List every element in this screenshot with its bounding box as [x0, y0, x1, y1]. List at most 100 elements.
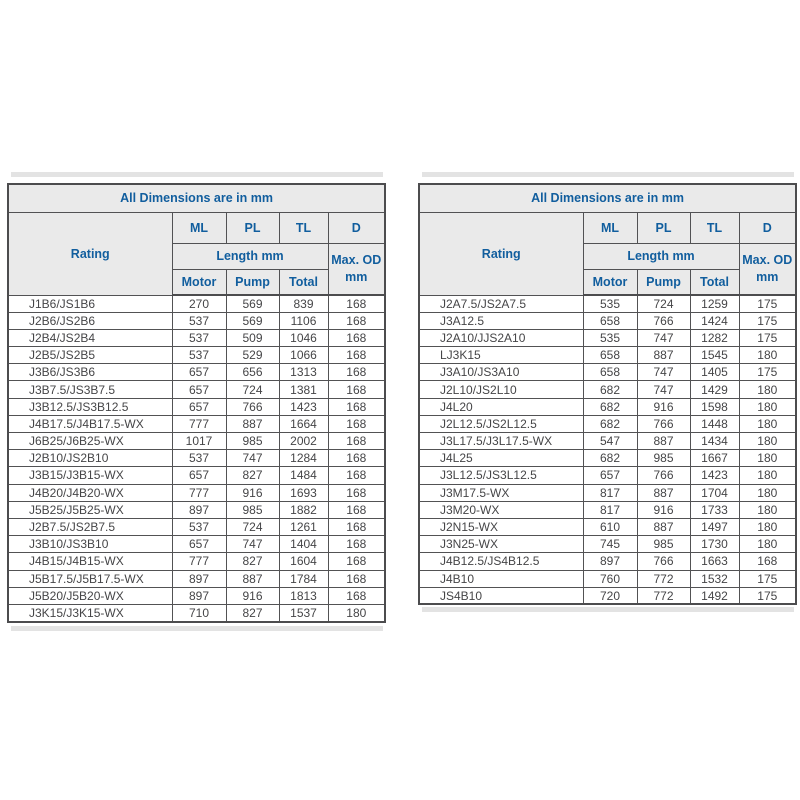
table-row: J3A12.5 658 766 1424 175	[418, 311, 797, 330]
rating-cell: J3K15/J3K15-WX	[7, 603, 173, 623]
total-length-cell: 1284	[278, 449, 329, 468]
motor-length-cell: 537	[171, 311, 227, 330]
max-od-cell: 175	[738, 569, 797, 588]
rating-cell: J4B17.5/J4B17.5-WX	[7, 414, 173, 434]
ml-header: ML	[582, 211, 638, 244]
total-length-cell: 1423	[278, 397, 329, 416]
total-length-cell: 1404	[278, 535, 329, 554]
rating-cell: J3B10/JS3B10	[7, 535, 173, 554]
pump-length-cell: 887	[225, 569, 280, 588]
sub-headers-row: Motor Pump Total	[419, 268, 796, 296]
pump-length-cell: 766	[225, 397, 280, 416]
max-od-cell: 180	[738, 449, 797, 468]
total-length-cell: 1598	[689, 397, 740, 416]
max-od-cell: 168	[327, 466, 386, 485]
table-row: J3K15/J3K15-WX 710 827 1537 180	[7, 603, 386, 623]
table-row: J4L20 682 916 1598 180	[418, 397, 797, 416]
motor-length-cell: 270	[171, 294, 227, 313]
max-od-cell: 168	[327, 483, 386, 502]
total-length-cell: 1313	[278, 363, 329, 382]
total-length-cell: 1046	[278, 328, 329, 348]
max-od-cell: 168	[327, 535, 386, 554]
motor-length-cell: 537	[171, 449, 227, 468]
rating-cell: J2L12.5/JS2L12.5	[418, 414, 584, 434]
rating-cell: J4B10	[418, 569, 584, 588]
motor-length-cell: 777	[171, 483, 227, 502]
table-top-shadow	[422, 172, 794, 177]
motor-length-cell: 537	[171, 328, 227, 348]
max-od-cell: 180	[327, 603, 386, 623]
rating-cell: J1B6/JS1B6	[7, 294, 173, 313]
rating-cell: J4B15/J4B15-WX	[7, 552, 173, 571]
total-length-cell: 1424	[689, 311, 740, 330]
pump-length-cell: 887	[636, 346, 691, 365]
table-row: J3L12.5/JS3L12.5 657 766 1423 180	[418, 466, 797, 485]
pump-length-cell: 827	[225, 603, 280, 623]
max-od-cell: 168	[327, 449, 386, 468]
rating-cell: J3B7.5/JS3B7.5	[7, 380, 173, 399]
rating-cell: J2B6/JS2B6	[7, 311, 173, 330]
dimensions-table-left: All Dimensions are in mm Rating ML PL TL…	[7, 183, 387, 623]
pump-length-cell: 985	[225, 431, 280, 451]
max-od-cell: 180	[738, 414, 797, 434]
motor-length-cell: 657	[171, 397, 227, 416]
max-od-cell: 175	[738, 586, 797, 605]
table-row: J3B6/JS3B6 657 656 1313 168	[7, 363, 386, 382]
pump-length-cell: 772	[636, 586, 691, 605]
pump-length-cell: 747	[225, 449, 280, 468]
table-row: J3M17.5-WX 817 887 1704 180	[418, 483, 797, 502]
motor-length-cell: 817	[582, 483, 638, 502]
table-row: JS4B10 720 772 1492 175	[418, 586, 797, 605]
total-length-cell: 1492	[689, 586, 740, 605]
motor-length-cell: 897	[582, 552, 638, 571]
pump-length-cell: 724	[636, 294, 691, 313]
pump-length-cell: 916	[636, 500, 691, 519]
max-od-cell: 180	[738, 380, 797, 399]
max-od-cell: 168	[327, 311, 386, 330]
table-row: J3B7.5/JS3B7.5 657 724 1381 168	[7, 380, 386, 399]
table-row: J2A7.5/JS2A7.5 535 724 1259 175	[418, 294, 797, 313]
motor-length-cell: 537	[171, 346, 227, 365]
rating-cell: J2B10/JS2B10	[7, 449, 173, 468]
total-length-cell: 1106	[278, 311, 329, 330]
rating-cell: J4L25	[418, 449, 584, 468]
rating-cell: J6B25/J6B25-WX	[7, 431, 173, 451]
total-length-cell: 1693	[278, 483, 329, 502]
rating-header: Rating	[418, 211, 584, 296]
rating-cell: J4B20/J4B20-WX	[7, 483, 173, 502]
ml-header: ML	[171, 211, 227, 244]
rating-cell: J3M17.5-WX	[418, 483, 584, 502]
total-length-cell: 1663	[689, 552, 740, 571]
pump-length-cell: 985	[636, 535, 691, 554]
total-length-cell: 1604	[278, 552, 329, 571]
d-header: D	[738, 211, 797, 244]
max-od-cell: 180	[738, 483, 797, 502]
table-row: J3B10/JS3B10 657 747 1404 168	[7, 535, 386, 554]
rating-cell: J3L12.5/JS3L12.5	[418, 466, 584, 485]
motor-length-cell: 547	[582, 431, 638, 451]
rating-cell: J2B5/JS2B5	[7, 346, 173, 365]
max-od-cell: 168	[738, 552, 797, 571]
motor-length-cell: 535	[582, 328, 638, 348]
table-title: All Dimensions are in mm	[7, 183, 386, 213]
max-od-cell: 168	[327, 431, 386, 451]
table-bottom-shadow	[11, 626, 383, 631]
pump-header: Pump	[636, 268, 691, 296]
table-title-row: All Dimensions are in mm	[418, 183, 797, 213]
max-od-cell: 168	[327, 328, 386, 348]
max-od-cell: 175	[738, 294, 797, 313]
table-row: J4B12.5/JS4B12.5 897 766 1663 168	[418, 552, 797, 571]
table-row: J5B25/J5B25-WX 897 985 1882 168	[7, 500, 386, 519]
table-body: J2A7.5/JS2A7.5 535 724 1259 175 J3A12.5 658 766…	[418, 294, 797, 605]
total-length-cell: 1497	[689, 517, 740, 537]
motor-length-cell: 817	[582, 500, 638, 519]
max-od-cell: 180	[738, 466, 797, 485]
rating-header: Rating	[7, 211, 173, 296]
motor-length-cell: 658	[582, 346, 638, 365]
max-od-cell: 180	[738, 500, 797, 519]
total-length-cell: 1448	[689, 414, 740, 434]
max-od-cell: 168	[327, 500, 386, 519]
pump-header: Pump	[225, 268, 280, 296]
rating-cell: J2B7.5/JS2B7.5	[7, 517, 173, 537]
motor-length-cell: 535	[582, 294, 638, 313]
